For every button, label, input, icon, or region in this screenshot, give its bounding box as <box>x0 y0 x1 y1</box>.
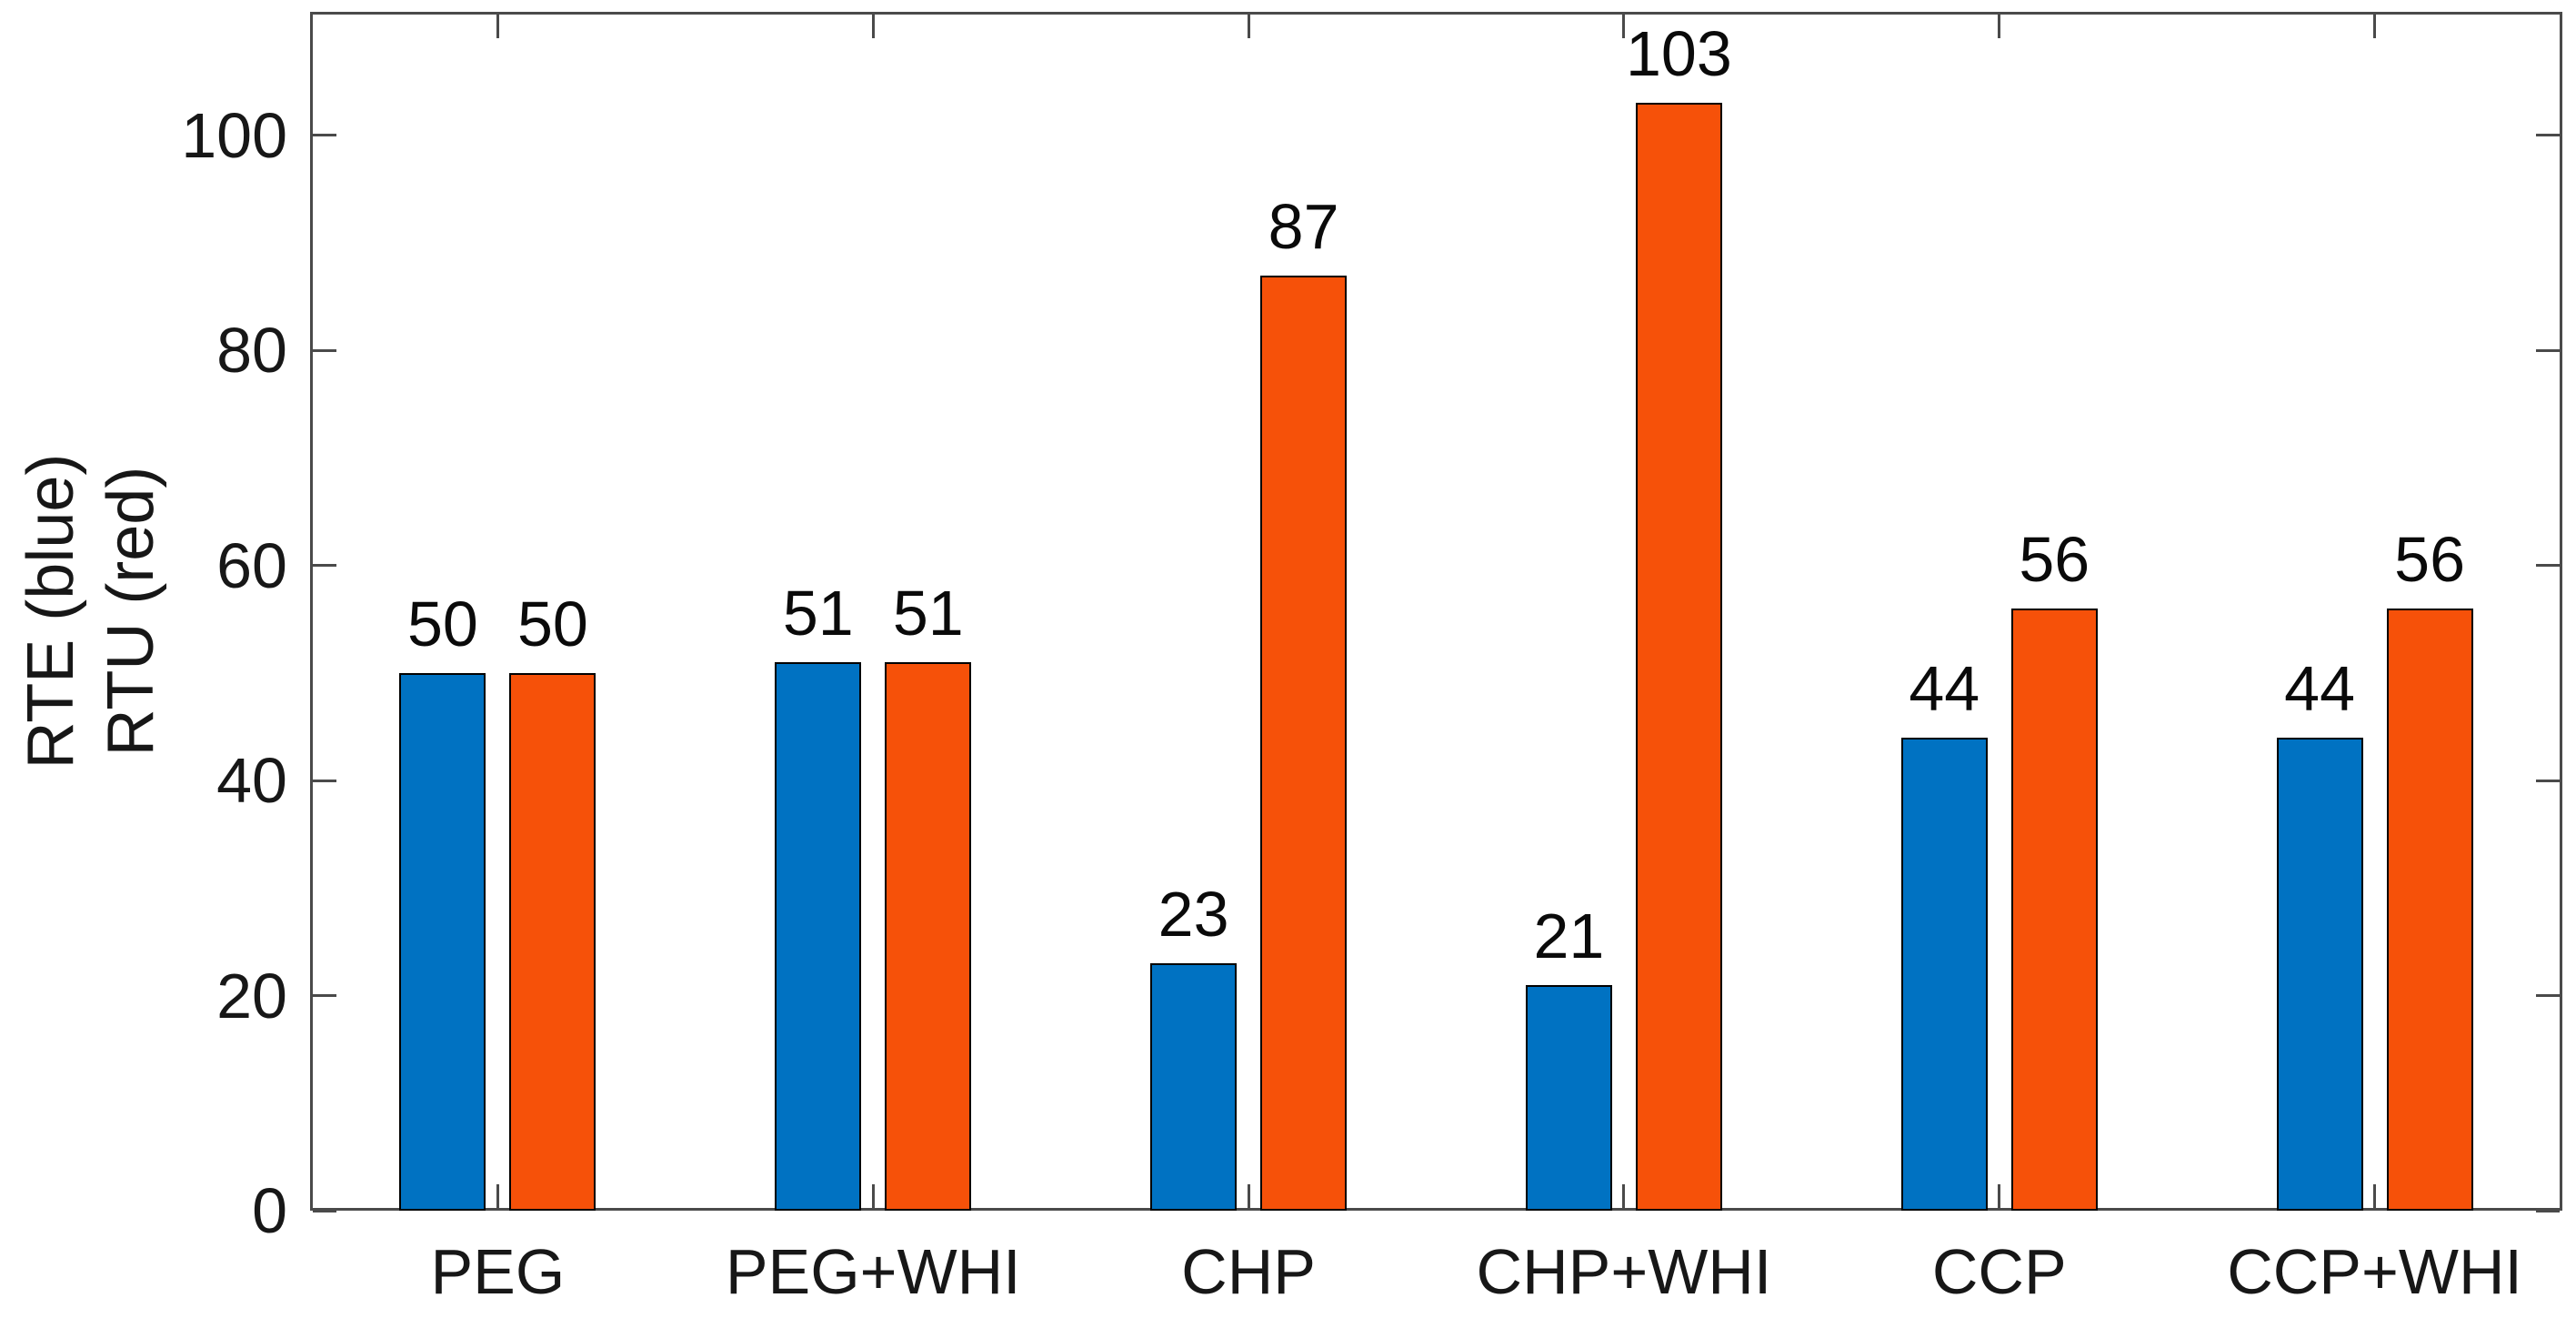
bar-value-label: 21 <box>1533 900 1605 971</box>
bar-rte-ccp <box>1900 737 1988 1211</box>
x-tick-top <box>2373 15 2377 38</box>
bar-value-label: 87 <box>1268 190 1339 262</box>
x-category-label-chp-whi: CHP+WHI <box>1476 1236 1772 1307</box>
y-tick-left <box>313 1209 336 1212</box>
y-tick-left <box>313 564 336 568</box>
plot-area <box>310 12 2562 1211</box>
x-category-label-ccp: CCP <box>1931 1236 2067 1307</box>
y-tick-right <box>2536 994 2560 998</box>
bar-rtu-chp-whi <box>1635 103 1722 1211</box>
x-tick-bottom <box>1247 1184 1250 1208</box>
y-tick-label: 40 <box>216 745 287 817</box>
x-tick-top <box>1998 15 2001 38</box>
bar-value-label: 51 <box>892 578 964 649</box>
bar-value-label: 56 <box>2019 524 2090 596</box>
y-tick-left <box>313 348 336 352</box>
y-tick-left <box>313 994 336 998</box>
x-tick-bottom <box>2373 1184 2377 1208</box>
bar-value-label: 103 <box>1626 18 1732 90</box>
x-tick-bottom <box>871 1184 875 1208</box>
y-tick-right <box>2536 564 2560 568</box>
bar-rte-chp-whi <box>1525 984 1612 1211</box>
y-tick-right <box>2536 779 2560 782</box>
bar-value-label: 56 <box>2394 524 2466 596</box>
x-category-label-ccp-whi: CCP+WHI <box>2227 1236 2522 1307</box>
bar-value-label: 50 <box>406 588 478 659</box>
bar-rtu-peg <box>509 672 596 1211</box>
bar-rte-peg <box>399 672 486 1211</box>
x-category-label-peg: PEG <box>430 1236 566 1307</box>
bar-value-label: 44 <box>2284 652 2356 724</box>
bar-rtu-chp <box>1260 275 1348 1211</box>
y-tick-label: 20 <box>216 960 287 1031</box>
bar-value-label: 51 <box>782 578 854 649</box>
bar-rtu-ccp-whi <box>2386 609 2473 1211</box>
bar-rtu-peg-whi <box>885 662 972 1211</box>
x-tick-top <box>496 15 499 38</box>
x-category-label-chp: CHP <box>1181 1236 1316 1307</box>
y-tick-right <box>2536 348 2560 352</box>
y-tick-right <box>2536 1209 2560 1212</box>
x-tick-top <box>871 15 875 38</box>
x-tick-bottom <box>496 1184 499 1208</box>
y-tick-label: 80 <box>216 315 287 387</box>
y-tick-right <box>2536 134 2560 137</box>
x-category-label-peg-whi: PEG+WHI <box>725 1236 1021 1307</box>
x-tick-top <box>1622 15 1626 38</box>
y-tick-left <box>313 779 336 782</box>
x-tick-bottom <box>1998 1184 2001 1208</box>
bar-value-label: 44 <box>1909 652 1980 724</box>
x-tick-bottom <box>1622 1184 1626 1208</box>
bar-value-label: 23 <box>1158 879 1229 951</box>
bar-rte-peg-whi <box>775 662 862 1211</box>
bar-value-label: 50 <box>516 588 588 659</box>
bar-rte-ccp-whi <box>2276 737 2363 1211</box>
bar-rtu-ccp <box>2010 609 2098 1211</box>
y-tick-label: 100 <box>181 99 287 171</box>
y-axis-label-line-1: RTE (blue) <box>15 453 87 770</box>
y-tick-label: 60 <box>216 529 287 601</box>
x-tick-top <box>1247 15 1250 38</box>
y-tick-label: 0 <box>252 1175 287 1246</box>
y-tick-left <box>313 134 336 137</box>
bar-rte-chp <box>1150 963 1238 1211</box>
